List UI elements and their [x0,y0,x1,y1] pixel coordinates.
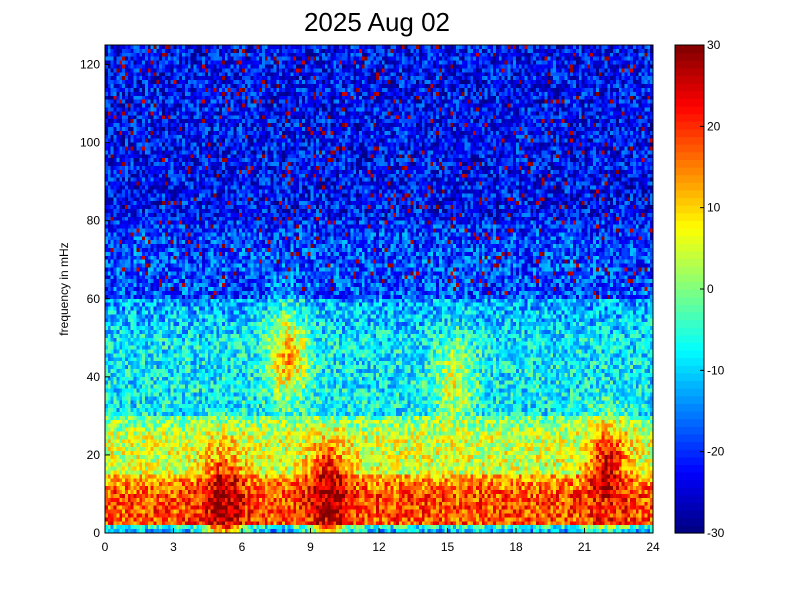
colorbar-swatch [675,411,704,420]
colorbar-swatch [675,403,704,412]
colorbar-swatch [675,494,704,504]
x-tick-label: 24 [646,540,660,554]
x-tick-label: 0 [102,540,109,554]
colorbar-swatch [675,83,704,92]
colorbar-swatch [675,464,704,473]
colorbar-swatch [675,296,704,305]
x-axis: 0 3 6 9 12 15 18 21 24 [102,528,660,554]
colorbar-swatch [675,327,704,336]
colorbar-tick-label: -30 [707,526,725,540]
y-tick-label: 120 [80,58,100,72]
colorbar-swatch [675,517,704,526]
colorbar-swatch [675,189,704,199]
colorbar-swatch [675,350,704,359]
chart-title: 2025 Aug 02 [304,7,450,37]
colorbar-swatch [675,205,704,214]
heatmap-image [105,45,653,533]
colorbar-swatch [675,433,704,443]
colorbar-swatch [675,487,704,496]
colorbar-swatch [675,525,704,534]
colorbar-swatch [675,67,704,77]
colorbar-swatch [675,113,704,122]
colorbar-swatch [675,304,704,313]
colorbar-swatch [675,441,704,450]
y-tick-label: 20 [87,448,101,462]
x-tick-label: 15 [441,540,455,554]
colorbar-swatch [675,212,704,221]
colorbar-swatch [675,456,704,465]
colorbar-swatch [675,372,704,382]
colorbar-swatch [675,197,704,206]
x-tick-label: 9 [307,540,314,554]
colorbar-swatch [675,151,704,160]
colorbar-swatch [675,266,704,275]
colorbar-swatch [675,426,704,435]
colorbar-swatch [675,250,704,260]
colorbar-swatch [675,357,704,366]
colorbar-swatch [675,258,704,267]
colorbar-swatch [675,281,704,290]
colorbar-swatch [675,128,704,138]
colorbar-swatch [675,289,704,298]
colorbar-swatch [675,449,704,458]
heatmap-plot-area [105,45,653,533]
colorbar-swatch [675,502,704,511]
colorbar-swatch [675,144,704,153]
colorbar-swatch [675,472,704,481]
colorbar-swatch [675,121,704,130]
y-tick-label: 100 [80,136,100,150]
colorbar-swatch [675,273,704,282]
colorbar-swatch [675,106,704,115]
colorbar-swatch [675,159,704,168]
x-tick-label: 18 [509,540,523,554]
colorbar-swatch [675,136,704,145]
colorbar-swatch [675,243,704,252]
colorbar-swatch [675,365,704,374]
colorbar-swatch [675,235,704,244]
colorbar-tick-label: 30 [707,38,721,52]
colorbar-swatch [675,75,704,84]
colorbar-axis: -30 -20 -10 0 10 20 30 [700,38,725,540]
x-tick-label: 21 [578,540,592,554]
colorbar-swatch [675,418,704,427]
colorbar-swatch [675,334,704,343]
colorbar-swatch [675,174,704,183]
y-tick-label: 0 [93,526,100,540]
colorbar-tick-label: 0 [707,282,714,296]
colorbar-swatch [675,45,704,54]
colorbar-swatch [675,510,704,519]
colorbar-swatch [675,388,704,397]
colorbar-tick-label: 20 [707,119,721,133]
colorbar-swatch [675,98,704,107]
y-axis-label: frequency in mHz [57,242,71,335]
colorbar-swatch [675,228,704,237]
colorbar-swatch [675,220,704,229]
colorbar-swatch [675,311,704,321]
colorbar-swatch [675,395,704,404]
colorbar-tick-label: 10 [707,201,721,215]
colorbar-swatch [675,479,704,488]
colorbar [675,45,704,534]
y-tick-label: 80 [87,214,101,228]
x-tick-label: 6 [239,540,246,554]
colorbar-swatch [675,52,704,61]
colorbar-swatch [675,167,704,176]
x-tick-label: 3 [170,540,177,554]
colorbar-swatch [675,90,704,99]
y-tick-label: 60 [87,292,101,306]
x-tick-label: 12 [372,540,386,554]
colorbar-tick-label: -20 [707,445,725,459]
y-tick-label: 40 [87,370,101,384]
y-axis: 0 20 40 60 80 100 120 [80,58,110,540]
colorbar-swatch [675,182,704,191]
colorbar-swatch [675,319,704,328]
colorbar-swatch [675,342,704,351]
colorbar-swatch [675,60,704,69]
colorbar-swatch [675,380,704,389]
colorbar-tick-label: -10 [707,363,725,377]
